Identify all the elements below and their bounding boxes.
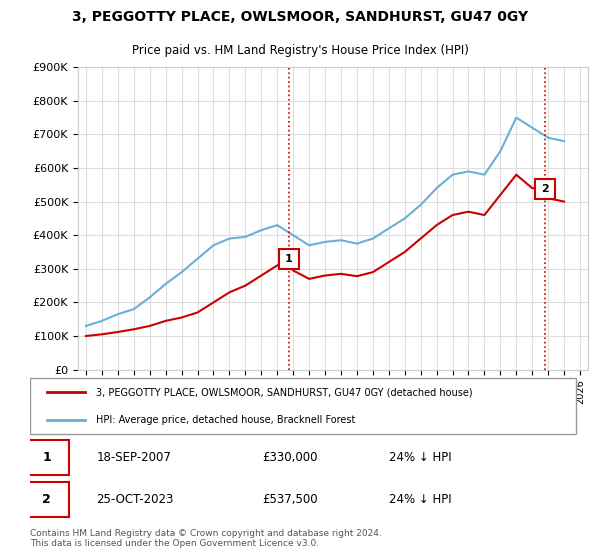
Text: £537,500: £537,500	[262, 493, 317, 506]
Text: 1: 1	[42, 451, 51, 464]
Text: Contains HM Land Registry data © Crown copyright and database right 2024.
This d: Contains HM Land Registry data © Crown c…	[30, 529, 382, 548]
Text: 2: 2	[541, 184, 549, 194]
Text: 24% ↓ HPI: 24% ↓ HPI	[389, 451, 451, 464]
Text: 2: 2	[42, 493, 51, 506]
Text: 3, PEGGOTTY PLACE, OWLSMOOR, SANDHURST, GU47 0GY: 3, PEGGOTTY PLACE, OWLSMOOR, SANDHURST, …	[72, 10, 528, 24]
Text: 1: 1	[285, 254, 293, 264]
Text: Price paid vs. HM Land Registry's House Price Index (HPI): Price paid vs. HM Land Registry's House …	[131, 44, 469, 57]
Text: 24% ↓ HPI: 24% ↓ HPI	[389, 493, 451, 506]
Text: HPI: Average price, detached house, Bracknell Forest: HPI: Average price, detached house, Brac…	[96, 414, 356, 424]
Text: 18-SEP-2007: 18-SEP-2007	[96, 451, 171, 464]
FancyBboxPatch shape	[30, 377, 577, 435]
Text: 3, PEGGOTTY PLACE, OWLSMOOR, SANDHURST, GU47 0GY (detached house): 3, PEGGOTTY PLACE, OWLSMOOR, SANDHURST, …	[96, 388, 473, 398]
Text: £330,000: £330,000	[262, 451, 317, 464]
Text: 25-OCT-2023: 25-OCT-2023	[96, 493, 173, 506]
FancyBboxPatch shape	[25, 482, 68, 517]
FancyBboxPatch shape	[25, 440, 68, 475]
